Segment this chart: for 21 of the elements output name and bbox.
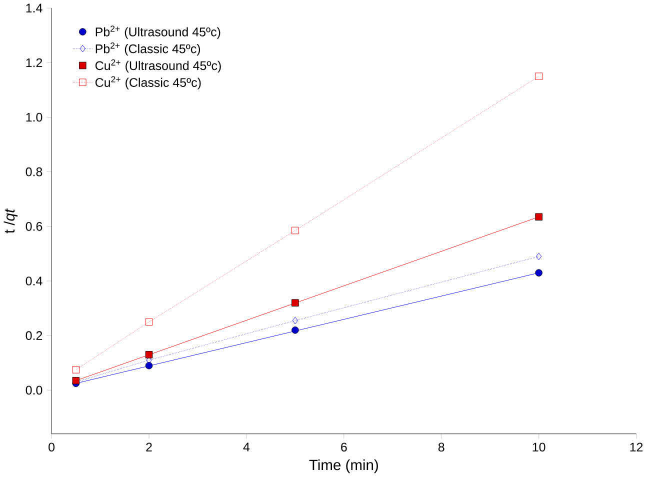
legend-label: Cu$^{2+}$ (Classic 45ºc): [95, 76, 201, 90]
x-tick-label: 8: [438, 442, 444, 452]
x-tick-label: 10: [532, 442, 546, 452]
y-tick-label: 0.8: [26, 167, 42, 176]
y-tick-label: 0.0: [26, 386, 42, 395]
x-tick-label: 4: [243, 442, 250, 452]
y-tick-label: 1.0: [26, 112, 42, 122]
y-tick-label: 0.2: [26, 331, 42, 340]
y-tick-label: 1.2: [26, 58, 42, 68]
x-tick-label: 2: [146, 442, 152, 452]
legend-label: Pb$^{2+}$ (Classic 45ºc): [96, 42, 200, 56]
x-tick-label: 12: [630, 442, 643, 452]
x-tick-label: 6: [341, 442, 347, 452]
x-tick-label: 0: [48, 442, 55, 452]
legend-label: Cu$^{2+}$ (Ultrasound 45ºc): [95, 59, 221, 73]
y-tick-label: 0.4: [26, 276, 42, 286]
x-axis-title: Time (min): [309, 459, 378, 474]
y-tick-label: 0.6: [26, 222, 42, 231]
y-tick-label: 1.4: [26, 4, 42, 12]
y-axis-title: t /qt: [4, 208, 18, 234]
legend-label: Pb$^{2+}$ (Ultrasound 45ºc): [96, 26, 220, 39]
